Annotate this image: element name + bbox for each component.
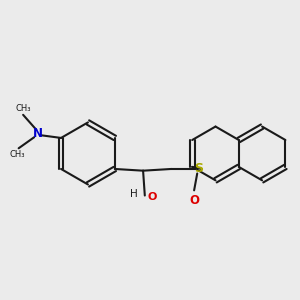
Text: N: N <box>33 127 43 140</box>
Text: S: S <box>194 163 203 176</box>
Text: O: O <box>189 194 199 208</box>
Text: H: H <box>130 189 138 199</box>
Text: CH₃: CH₃ <box>9 150 25 159</box>
Text: O: O <box>148 192 157 202</box>
Text: CH₃: CH₃ <box>15 104 31 113</box>
